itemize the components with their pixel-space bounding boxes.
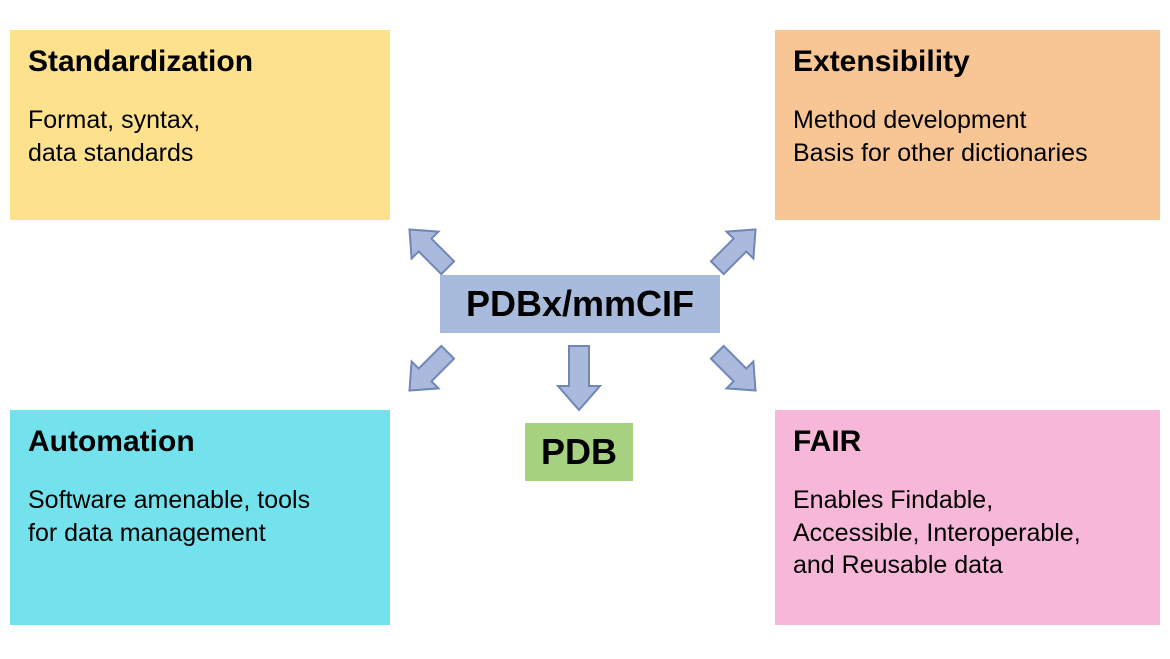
arrow-to-standardization-icon <box>395 215 465 285</box>
box-extensibility-desc: Method development Basis for other dicti… <box>793 104 1142 169</box>
box-automation-desc: Software amenable, tools for data manage… <box>28 484 372 549</box>
arrow-to-pdb-icon <box>548 338 610 418</box>
arrow-to-automation-icon <box>395 335 465 405</box>
arrow-to-fair-icon <box>700 335 770 405</box>
box-standardization: Standardization Format, syntax, data sta… <box>10 30 390 220</box>
box-fair: FAIR Enables Findable, Accessible, Inter… <box>775 410 1160 625</box>
box-extensibility: Extensibility Method development Basis f… <box>775 30 1160 220</box>
box-fair-desc: Enables Findable, Accessible, Interopera… <box>793 484 1142 582</box>
center-pdb-label: PDB <box>541 431 617 473</box>
box-automation-title: Automation <box>28 424 372 460</box>
box-fair-title: FAIR <box>793 424 1142 460</box>
center-main-label: PDBx/mmCIF <box>466 283 694 325</box>
box-automation: Automation Software amenable, tools for … <box>10 410 390 625</box>
box-extensibility-title: Extensibility <box>793 44 1142 80</box>
box-standardization-title: Standardization <box>28 44 372 80</box>
center-main-box: PDBx/mmCIF <box>440 275 720 333</box>
box-standardization-desc: Format, syntax, data standards <box>28 104 372 169</box>
center-pdb-box: PDB <box>525 423 633 481</box>
arrow-to-extensibility-icon <box>700 215 770 285</box>
